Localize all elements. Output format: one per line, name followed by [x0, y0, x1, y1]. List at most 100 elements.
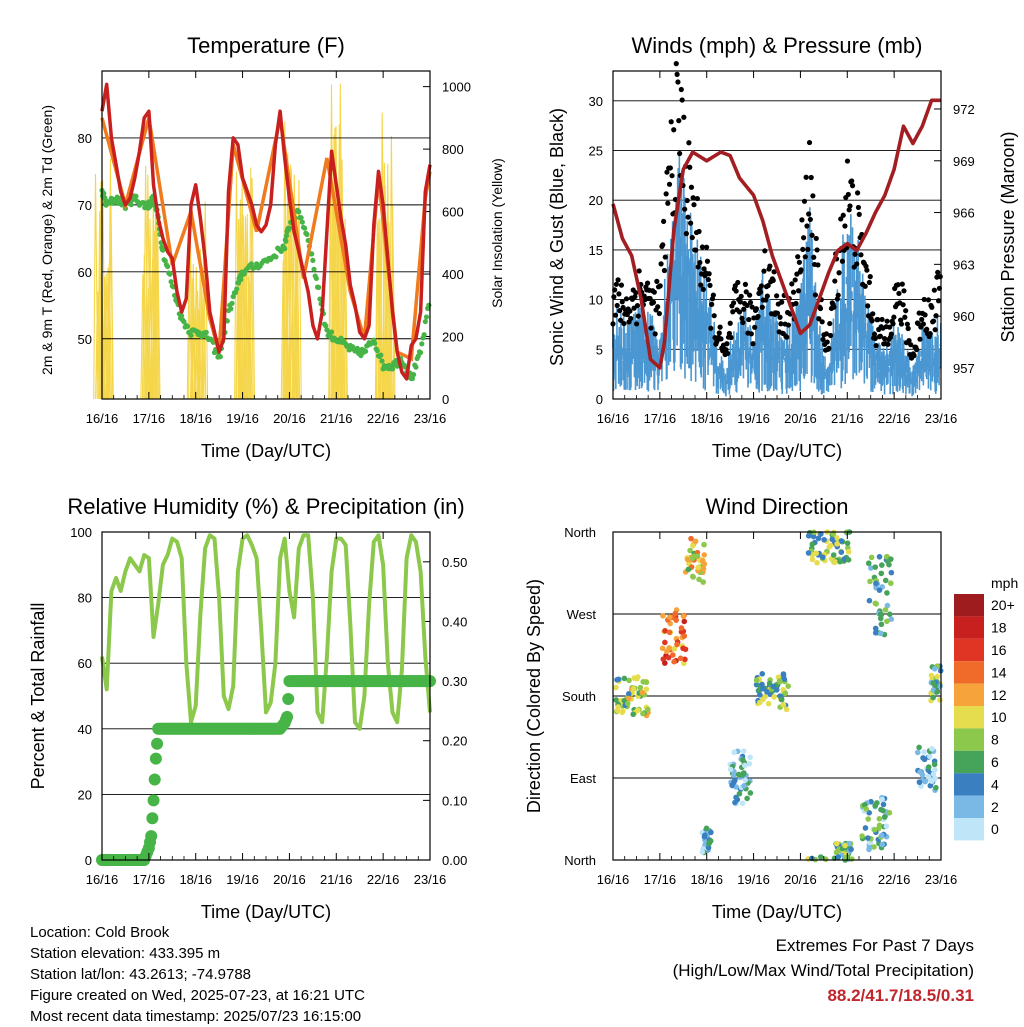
- direction-point: [765, 700, 772, 707]
- station-elevation: Station elevation: 433.395 m: [30, 945, 221, 962]
- gust-point: [777, 314, 783, 320]
- colorbar-swatch: [954, 594, 984, 617]
- direction-point: [818, 531, 824, 537]
- gust-point: [900, 302, 906, 308]
- dewpoint-point: [248, 261, 254, 267]
- gust-point: [667, 165, 673, 171]
- gust-point: [651, 289, 657, 295]
- dewpoint-point: [298, 215, 304, 221]
- gust-point: [648, 325, 654, 331]
- gust-point: [652, 331, 658, 337]
- gust-point: [801, 235, 807, 241]
- direction-point: [634, 675, 640, 682]
- direction-point: [865, 816, 872, 822]
- direction-point: [666, 629, 673, 636]
- wind_direction-xtick-label: 22/16: [878, 872, 911, 887]
- direction-point: [613, 697, 619, 703]
- gust-point: [650, 299, 657, 305]
- wind_direction-xtick-label: 17/16: [644, 872, 677, 887]
- gust-point: [770, 277, 776, 283]
- dewpoint-point: [409, 375, 416, 382]
- humidity-xtick-label: 16/16: [86, 872, 119, 887]
- gust-point: [806, 139, 813, 146]
- gust-point: [778, 321, 784, 327]
- gust-point: [737, 299, 743, 305]
- direction-point: [916, 779, 923, 786]
- humidity-xtick-label: 23/16: [414, 872, 447, 887]
- gust-point: [727, 320, 733, 326]
- direction-point: [682, 646, 689, 653]
- direction-point: [884, 618, 890, 625]
- dewpoint-point: [167, 271, 173, 277]
- gust-point: [844, 158, 851, 164]
- direction-point: [838, 538, 845, 544]
- direction-point: [876, 553, 883, 560]
- gust-point: [793, 300, 799, 307]
- gust-point: [704, 244, 710, 250]
- direction-point: [672, 610, 679, 617]
- direction-point: [845, 548, 852, 555]
- direction-point: [863, 806, 870, 812]
- humidity-ytick-label: 80: [78, 591, 92, 606]
- dewpoint-point: [162, 258, 168, 264]
- dewpoint-point: [179, 313, 185, 319]
- direction-point: [625, 691, 632, 697]
- precip-point: [281, 710, 294, 723]
- gust-point: [676, 118, 682, 124]
- colorbar-label: 14: [991, 664, 1007, 680]
- colorbar-title: mph: [991, 575, 1018, 591]
- direction-point: [613, 684, 619, 691]
- gust-point: [711, 313, 717, 319]
- direction-point: [670, 652, 676, 658]
- wind_direction-xtick-label: 19/16: [737, 872, 770, 887]
- direction-point: [933, 784, 939, 791]
- solar-spike: [146, 287, 152, 400]
- precip-point: [146, 812, 159, 825]
- direction-point: [873, 580, 879, 587]
- gust-point: [842, 223, 848, 229]
- gust-point: [919, 316, 925, 323]
- gust-point: [935, 269, 941, 275]
- direction-point: [844, 540, 851, 546]
- direction-point: [671, 658, 677, 665]
- gust-point: [877, 333, 883, 339]
- direction-point: [821, 536, 827, 543]
- gust-point: [736, 309, 743, 315]
- dewpoint-point: [299, 219, 305, 225]
- direction-point: [914, 749, 921, 756]
- dewpoint-point: [418, 349, 424, 356]
- dewpoint-point: [283, 233, 290, 239]
- figure-created: Figure created on Wed, 2025-07-23, at 16…: [30, 987, 365, 1004]
- direction-point: [700, 579, 707, 585]
- direction-point: [630, 711, 637, 718]
- direction-point: [868, 565, 874, 571]
- direction-point: [872, 629, 879, 636]
- dewpoint-point: [313, 275, 319, 282]
- gust-point: [691, 202, 697, 208]
- gust-point: [750, 341, 756, 347]
- direction-point: [731, 749, 737, 756]
- gust-point: [828, 332, 834, 339]
- temperature-xtick-label: 20/16: [273, 411, 306, 426]
- gust-point: [656, 310, 662, 317]
- gust-point: [864, 267, 870, 273]
- gust-point: [856, 211, 862, 218]
- direction-point: [637, 684, 644, 691]
- direction-point: [684, 556, 691, 563]
- gust-point: [700, 286, 706, 292]
- gust-point: [683, 231, 689, 237]
- gust-point: [904, 321, 910, 327]
- direction-point: [644, 706, 651, 713]
- gust-series: [610, 61, 943, 361]
- dewpoint-point: [278, 248, 284, 255]
- direction-point: [927, 782, 934, 789]
- temperature-xtick-label: 17/16: [133, 411, 166, 426]
- dewpoint-point: [329, 329, 335, 335]
- speed-colorbar: mph 20+ 18 16 14 12 10 8 6 4 2 0: [954, 575, 1018, 841]
- dewpoint-point: [184, 323, 191, 329]
- gust-point: [924, 326, 930, 332]
- direction-point: [785, 683, 792, 689]
- gust-point: [635, 313, 641, 319]
- colorbar-swatch: [954, 818, 984, 841]
- gust-point: [739, 315, 745, 321]
